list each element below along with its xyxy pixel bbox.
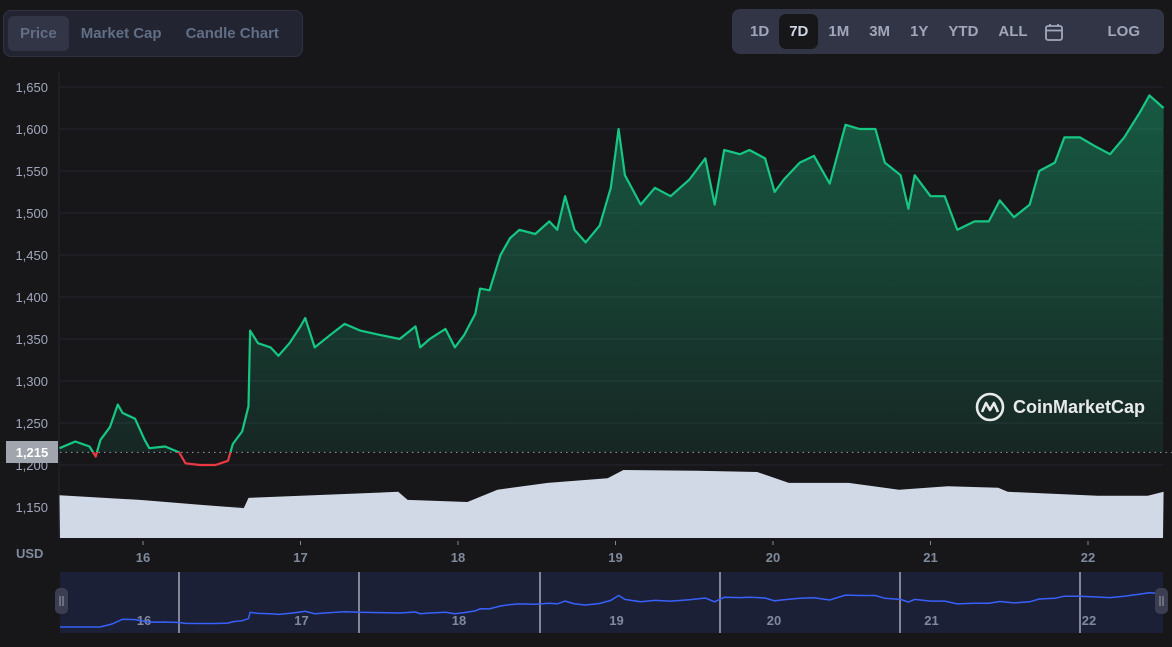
calendar-icon[interactable] (1044, 22, 1064, 42)
range-3m[interactable]: 3M (869, 23, 891, 40)
watermark-text: CoinMarketCap (1013, 396, 1146, 417)
navigator-line (60, 591, 1164, 628)
log-scale-toggle[interactable]: LOG (1107, 23, 1141, 40)
x-tick-label: 19 (608, 550, 622, 565)
y-tick-label: 1,350 (15, 332, 48, 347)
y-tick-label: 1,150 (15, 500, 48, 515)
y-tick-label: 1,550 (15, 164, 48, 179)
baseline-price-label: 1,215 (6, 441, 58, 463)
navigator-tick-label: 16 (137, 613, 151, 628)
y-tick-label: 1,400 (15, 290, 48, 305)
navigator-tick-label: 17 (294, 613, 308, 628)
tab-candle-chart[interactable]: Candle Chart (185, 25, 279, 42)
y-tick-label: 1,600 (15, 122, 48, 137)
x-tick-label: 18 (451, 550, 465, 565)
tab-market-cap[interactable]: Market Cap (80, 25, 162, 42)
price-line-up (59, 94, 1165, 452)
navigator-tick-label: 19 (609, 613, 623, 628)
coinmarketcap-logo-icon (975, 392, 1005, 422)
range-7d[interactable]: 7D (779, 14, 819, 49)
y-tick-label: 1,300 (15, 374, 48, 389)
x-tick-label: 22 (1081, 550, 1095, 565)
y-tick-label: 1,650 (15, 80, 48, 95)
range-1m[interactable]: 1M (828, 23, 850, 40)
navigator-tick-label: 18 (452, 613, 466, 628)
y-tick-label: 1,500 (15, 206, 48, 221)
time-range-selector: 1D 7D 1M 3M 1Y YTD ALL LOG (732, 9, 1164, 54)
volume-area (59, 470, 1164, 538)
y-tick-label: 1,250 (15, 416, 48, 431)
navigator-handle-left[interactable] (55, 588, 68, 614)
range-1y[interactable]: 1Y (910, 23, 929, 40)
x-tick-label: 17 (293, 550, 307, 565)
range-ytd[interactable]: YTD (948, 23, 979, 40)
price-area-fill (59, 95, 1164, 452)
navigator-tick-label: 20 (767, 613, 781, 628)
x-tick-label: 16 (136, 550, 150, 565)
coinmarketcap-watermark: CoinMarketCap (975, 392, 1145, 422)
range-all[interactable]: ALL (998, 23, 1028, 40)
price-line-down (91, 452, 232, 467)
navigator-handle-right[interactable] (1155, 588, 1168, 614)
range-1d[interactable]: 1D (750, 23, 770, 40)
navigator-tick-label: 21 (924, 613, 938, 628)
navigator-tick-label: 22 (1082, 613, 1096, 628)
y-tick-label: 1,450 (15, 248, 48, 263)
x-tick-label: 20 (766, 550, 780, 565)
chart-type-tabs: Price Market Cap Candle Chart (3, 10, 303, 57)
x-tick-label: 21 (923, 550, 937, 565)
currency-label: USD (16, 546, 44, 561)
tab-price[interactable]: Price (8, 16, 69, 51)
